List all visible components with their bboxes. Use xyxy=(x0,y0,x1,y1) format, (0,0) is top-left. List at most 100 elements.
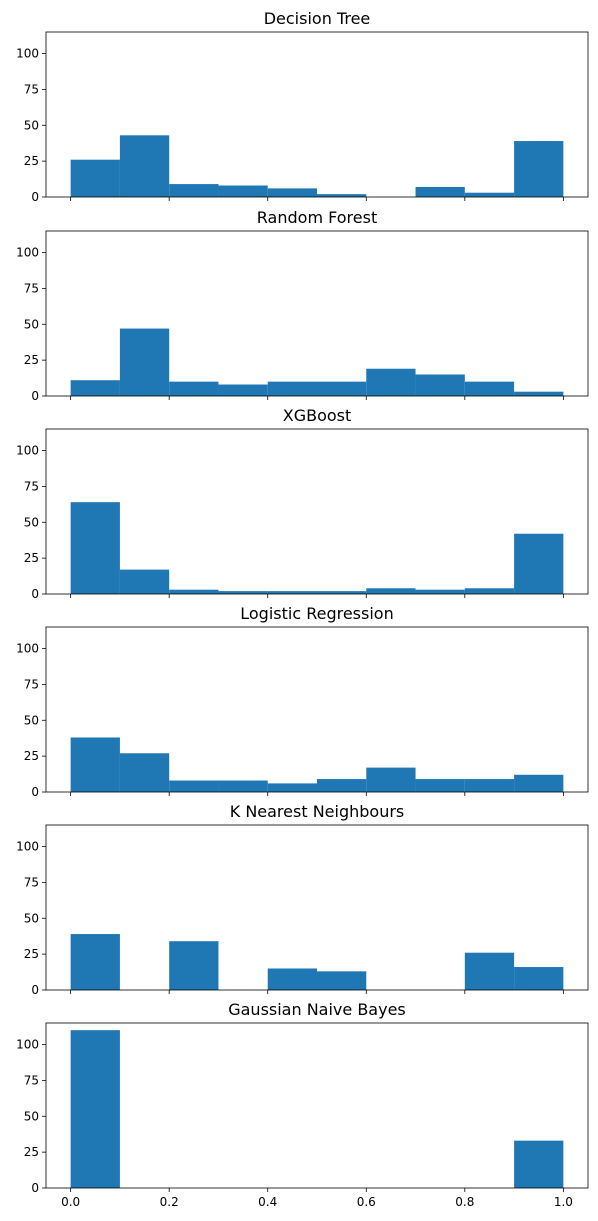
histogram-bar xyxy=(317,591,367,594)
histogram-bar xyxy=(267,968,317,990)
x-tick-label: 0.0 xyxy=(61,1195,80,1209)
histogram-bar xyxy=(119,569,170,594)
y-tick-label: 25 xyxy=(24,154,39,168)
histogram-bar xyxy=(70,737,120,792)
axes-frame xyxy=(45,824,589,991)
y-tick-label: 0 xyxy=(31,190,39,204)
histogram-bar xyxy=(317,194,367,197)
panel-title: Gaussian Naive Bayes xyxy=(228,1000,406,1019)
axes-frame xyxy=(45,428,589,595)
y-tick-label: 25 xyxy=(24,1145,39,1159)
y-tick-label: 0 xyxy=(31,1181,39,1195)
histogram-bar xyxy=(317,971,367,990)
y-tick-label: 100 xyxy=(16,47,39,61)
histogram-bar xyxy=(267,591,317,594)
y-tick-label: 75 xyxy=(24,479,39,493)
panel-2: Random Forest 0 25 50 75 100 xyxy=(16,208,589,403)
y-tick-label: 25 xyxy=(24,353,39,367)
y-tick-label: 75 xyxy=(24,677,39,691)
y-tick-label: 100 xyxy=(16,246,39,260)
axes-frame xyxy=(45,31,589,198)
y-tick-label: 100 xyxy=(16,840,39,854)
histogram-bar xyxy=(415,186,465,197)
axes-frame xyxy=(45,1022,589,1189)
panel-5: K Nearest Neighbours 0 25 50 75 100 xyxy=(16,802,589,997)
y-tick-label: 25 xyxy=(24,947,39,961)
histogram-bar xyxy=(267,381,317,396)
histogram-bar xyxy=(169,184,219,197)
histogram-bar xyxy=(169,589,219,594)
y-tick-label: 50 xyxy=(24,515,39,529)
histogram-bar xyxy=(514,391,564,396)
histogram-bar xyxy=(218,780,268,792)
histogram-bar xyxy=(317,381,367,396)
axes-frame xyxy=(45,230,589,397)
x-tick-label: 0.4 xyxy=(258,1195,277,1209)
y-tick-label: 75 xyxy=(24,281,39,295)
panel-title: Random Forest xyxy=(257,208,377,227)
histogram-bar xyxy=(70,934,120,990)
histogram-bar xyxy=(169,780,219,792)
panel-title: K Nearest Neighbours xyxy=(230,802,405,821)
panel-title: Logistic Regression xyxy=(240,604,393,623)
histogram-bar xyxy=(366,368,416,396)
histogram-bar xyxy=(70,380,120,396)
histogram-bar xyxy=(169,381,219,396)
y-tick-label: 50 xyxy=(24,911,39,925)
histogram-bar xyxy=(415,779,465,792)
histogram-bar xyxy=(169,941,219,990)
histogram-bar xyxy=(366,588,416,594)
histogram-bar xyxy=(267,188,317,197)
histogram-bar xyxy=(119,135,170,197)
histogram-bar xyxy=(267,783,317,792)
histogram-bar xyxy=(464,588,515,594)
y-tick-label: 0 xyxy=(31,587,39,601)
y-tick-label: 0 xyxy=(31,785,39,799)
y-tick-label: 75 xyxy=(24,82,39,96)
histogram-bar xyxy=(119,753,170,792)
histogram-bar xyxy=(464,381,515,396)
histogram-bar xyxy=(218,384,268,396)
histogram-bar xyxy=(70,502,120,594)
panel-4: Logistic Regression 0 25 50 75 100 xyxy=(16,604,589,799)
axes-frame xyxy=(45,626,589,793)
x-tick-label: 1.0 xyxy=(554,1195,573,1209)
x-tick-label: 0.2 xyxy=(160,1195,179,1209)
y-tick-label: 75 xyxy=(24,1073,39,1087)
panel-title: XGBoost xyxy=(283,406,352,425)
histogram-bar xyxy=(514,967,564,990)
histogram-bar xyxy=(70,1030,120,1188)
histogram-bar xyxy=(415,589,465,594)
y-tick-label: 50 xyxy=(24,1109,39,1123)
y-tick-label: 100 xyxy=(16,642,39,656)
histogram-bar xyxy=(514,1140,564,1188)
y-tick-label: 100 xyxy=(16,1038,39,1052)
histogram-bar xyxy=(464,952,515,990)
histogram-bar xyxy=(218,591,268,594)
y-tick-label: 0 xyxy=(31,983,39,997)
y-tick-label: 0 xyxy=(31,389,39,403)
panel-title: Decision Tree xyxy=(264,9,371,28)
y-tick-label: 100 xyxy=(16,444,39,458)
histogram-bar xyxy=(464,192,515,197)
histogram-bar xyxy=(218,185,268,197)
histogram-bar xyxy=(70,159,120,197)
histogram-bar xyxy=(317,779,367,792)
y-tick-label: 50 xyxy=(24,118,39,132)
y-tick-label: 25 xyxy=(24,551,39,565)
histogram-bar xyxy=(514,774,564,792)
y-tick-label: 75 xyxy=(24,875,39,889)
x-tick-label: 0.6 xyxy=(357,1195,376,1209)
histogram-bar xyxy=(464,779,515,792)
histogram-bar xyxy=(366,767,416,792)
x-tick-label: 0.8 xyxy=(455,1195,474,1209)
histogram-bar xyxy=(415,374,465,396)
histogram-bar xyxy=(514,141,564,197)
panel-6: Gaussian Naive Bayes 0 25 50 75 100 0.0 0.2 0.4 0… xyxy=(16,1000,589,1209)
histogram-bar xyxy=(514,533,564,594)
y-tick-label: 50 xyxy=(24,713,39,727)
y-tick-label: 25 xyxy=(24,749,39,763)
y-tick-label: 50 xyxy=(24,317,39,331)
panel-3: XGBoost 0 25 50 75 100 xyxy=(16,406,589,601)
